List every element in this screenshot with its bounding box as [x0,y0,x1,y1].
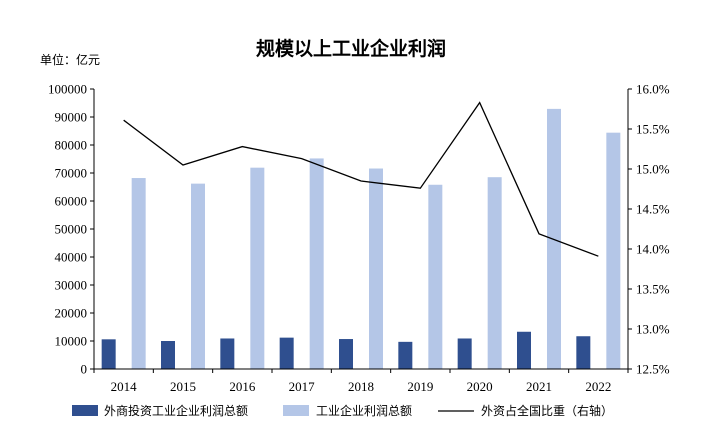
bar-foreign-profit [220,338,235,369]
x-tick-label: 2019 [407,379,433,394]
right-tick-label: 14.0% [636,242,670,257]
right-tick-label: 15.5% [636,122,670,137]
plot-area [101,101,621,369]
right-tick-label: 13.5% [636,282,670,297]
bar-foreign-profit [576,336,591,369]
bar-foreign-profit [398,341,413,369]
x-tick-label: 2022 [585,379,611,394]
bar-foreign-profit [161,341,175,369]
right-tick-label: 12.5% [636,362,670,377]
bar-total-profit [428,184,443,369]
bar-foreign-profit [101,339,116,369]
x-tick-label: 2015 [170,379,196,394]
x-tick-label: 2014 [111,379,138,394]
left-tick-label: 70000 [55,166,88,181]
right-tick-label: 13.0% [636,322,670,337]
chart-title: 规模以上工业企业利润 [256,37,446,60]
x-tick-label: 2020 [467,379,493,394]
bar-foreign-profit [339,339,353,369]
left-axis-ticks: 0 10000 20000 30000 40000 50000 60000 70000 8000… [48,82,94,377]
left-tick-label: 20000 [55,306,88,321]
legend-label-foreign-profit: 外商投资工业企业利润总额 [104,403,248,418]
total-profit-bars [131,108,621,369]
foreign-share-line [123,101,599,257]
x-tick-label: 2021 [526,379,552,394]
left-tick-label: 40000 [55,250,88,265]
foreign-profit-bars [101,331,591,369]
legend-label-total-profit: 工业企业利润总额 [316,403,412,418]
bar-foreign-profit [279,337,294,369]
x-tick-label: 2017 [289,379,316,394]
left-tick-label: 100000 [48,82,87,97]
left-tick-label: 60000 [55,194,88,209]
right-tick-label: 15.0% [636,162,670,177]
right-tick-label: 14.5% [636,202,670,217]
legend-swatch-foreign-profit [72,405,98,416]
x-tick-label: 2016 [229,379,256,394]
bar-total-profit [369,168,383,369]
left-tick-label: 50000 [55,222,88,237]
x-axis-ticks: 2014 2015 2016 2017 2018 2019 2020 2021 2022 [93,369,629,394]
bar-total-profit [309,158,324,369]
right-axis-ticks: 12.5% 13.0% 13.5% 14.0% 14.5% 15.0% 15.5% 16.0% [628,82,670,377]
legend-swatch-total-profit [283,405,309,416]
x-tick-label: 2018 [348,379,374,394]
bar-foreign-profit [517,331,531,369]
bar-total-profit [191,183,205,369]
bar-total-profit [606,132,621,369]
legend: 外商投资工业企业利润总额 工业企业利润总额 外资占全国比重（右轴） [72,403,613,418]
left-tick-label: 10000 [55,334,88,349]
left-tick-label: 0 [81,362,88,377]
left-tick-label: 80000 [55,138,88,153]
bar-total-profit [487,177,502,369]
bar-foreign-profit [457,338,472,369]
left-tick-label: 90000 [55,110,88,125]
legend-label-foreign-share: 外资占全国比重（右轴） [481,403,613,418]
left-tick-label: 30000 [55,278,88,293]
right-tick-label: 16.0% [636,82,670,97]
bar-total-profit [131,178,146,369]
bar-total-profit [250,167,265,369]
unit-label: 单位：亿元 [40,52,100,67]
